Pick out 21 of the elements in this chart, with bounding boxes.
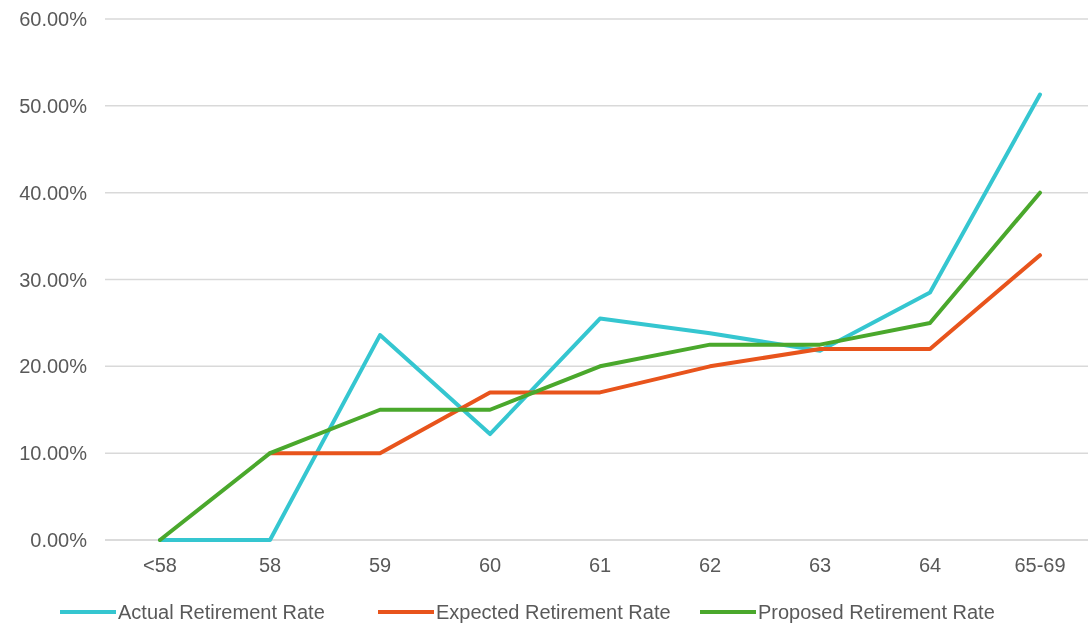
- legend-label: Actual Retirement Rate: [118, 601, 325, 623]
- x-tick-label: 62: [698, 554, 722, 576]
- x-tick-label: 60: [478, 554, 502, 576]
- y-tick-label: 30.00%: [19, 268, 88, 291]
- y-tick-label: 0.00%: [30, 529, 88, 551]
- y-tick-label: 40.00%: [19, 181, 88, 204]
- y-tick-label: 10.00%: [19, 442, 88, 465]
- x-tick-label: 63: [808, 554, 832, 576]
- legend-label: Proposed Retirement Rate: [758, 601, 995, 623]
- y-tick-label: 20.00%: [19, 355, 88, 378]
- x-tick-label: 59: [368, 554, 392, 576]
- line-series: [158, 190, 1042, 542]
- x-tick-label: 58: [258, 554, 282, 576]
- y-tick-label: 50.00%: [19, 94, 88, 117]
- x-tick-label: 64: [918, 554, 942, 576]
- y-tick-label: 60.00%: [19, 8, 88, 30]
- legend-label: Expected Retirement Rate: [436, 601, 671, 623]
- line-series: [158, 92, 1042, 542]
- x-tick-label: 61: [588, 554, 612, 576]
- x-tick-label: 65-69: [1014, 554, 1066, 576]
- x-tick-label: <58: [143, 554, 177, 576]
